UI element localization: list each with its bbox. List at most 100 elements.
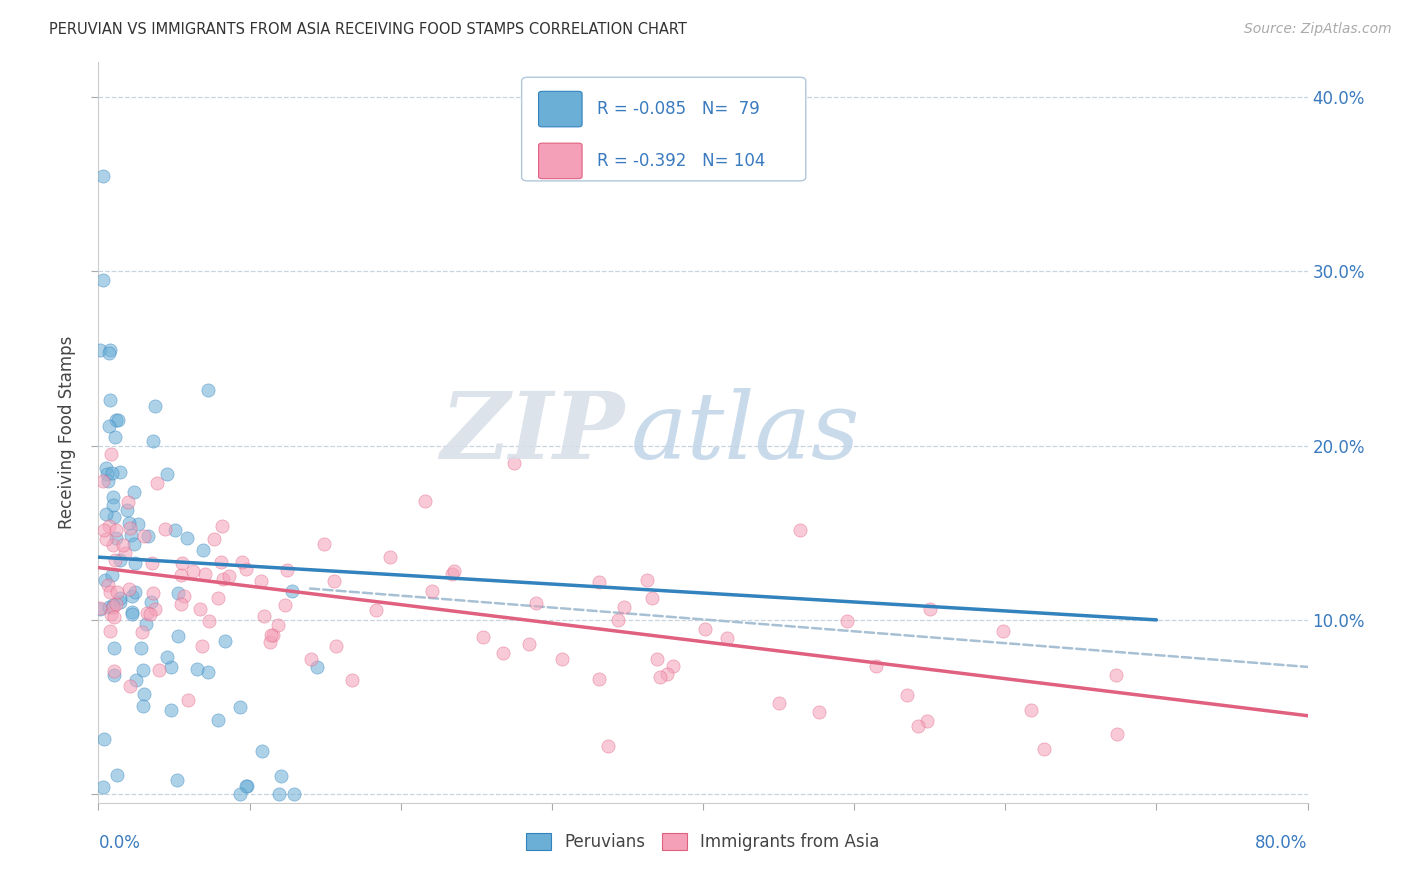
Text: R = -0.085   N=  79: R = -0.085 N= 79 <box>596 100 759 118</box>
Point <box>117 495 139 509</box>
Text: PERUVIAN VS IMMIGRANTS FROM ASIA RECEIVING FOOD STAMPS CORRELATION CHART: PERUVIAN VS IMMIGRANTS FROM ASIA RECEIVI… <box>49 22 688 37</box>
Point <box>249 574 271 588</box>
Point <box>118 521 141 535</box>
Point <box>413 494 436 508</box>
Point <box>214 634 236 648</box>
Point <box>270 769 292 783</box>
Point <box>142 434 165 448</box>
Point <box>366 603 388 617</box>
Point <box>100 447 122 461</box>
Point <box>120 679 142 693</box>
Point <box>100 607 122 621</box>
Point <box>166 773 188 788</box>
Point <box>160 703 183 717</box>
Point <box>108 553 131 567</box>
Point <box>101 490 124 504</box>
Point <box>153 522 176 536</box>
Y-axis label: Receiving Food Stamps: Receiving Food Stamps <box>58 336 76 529</box>
Point <box>132 663 155 677</box>
Point <box>89 601 111 615</box>
Point <box>789 523 811 537</box>
Point <box>96 467 118 481</box>
Legend: Peruvians, Immigrants from Asia: Peruvians, Immigrants from Asia <box>519 826 887 857</box>
Text: 80.0%: 80.0% <box>1256 834 1308 852</box>
Point <box>835 615 858 629</box>
Point <box>588 673 610 687</box>
Point <box>112 537 135 551</box>
Point <box>110 591 132 605</box>
Point <box>101 600 124 615</box>
Point <box>91 273 114 287</box>
Point <box>235 562 257 576</box>
Point <box>1032 742 1054 756</box>
Point <box>122 485 145 500</box>
Point <box>588 574 610 589</box>
Point <box>283 787 305 801</box>
Point <box>907 719 929 733</box>
Point <box>641 591 664 605</box>
Point <box>181 565 204 579</box>
Point <box>103 498 125 512</box>
Point <box>98 343 121 357</box>
Point <box>132 699 155 714</box>
Point <box>607 613 630 627</box>
Point <box>207 713 229 727</box>
Point <box>118 582 141 597</box>
Point <box>91 169 114 183</box>
Point <box>104 430 127 444</box>
Point <box>1107 727 1129 741</box>
Point <box>121 590 143 604</box>
Point <box>103 640 125 655</box>
Point <box>662 658 685 673</box>
Point <box>262 627 284 641</box>
Point <box>120 527 142 541</box>
Point <box>274 598 297 612</box>
Point <box>197 665 219 680</box>
Point <box>342 673 364 687</box>
Point <box>91 780 114 795</box>
Point <box>100 466 122 480</box>
Point <box>896 688 918 702</box>
Point <box>98 418 121 433</box>
Point <box>693 622 716 636</box>
Point <box>235 780 257 794</box>
FancyBboxPatch shape <box>538 143 582 178</box>
Point <box>260 628 283 642</box>
Point <box>259 635 281 649</box>
Point <box>645 652 668 666</box>
Point <box>472 630 495 644</box>
Point <box>143 602 166 616</box>
Point <box>170 568 193 582</box>
Point <box>97 578 120 592</box>
Text: 0.0%: 0.0% <box>98 834 141 852</box>
Point <box>420 583 443 598</box>
Point <box>141 557 163 571</box>
Point <box>253 608 276 623</box>
Text: R = -0.392   N= 104: R = -0.392 N= 104 <box>596 152 765 169</box>
Point <box>209 555 232 569</box>
Point <box>865 658 887 673</box>
Point <box>148 663 170 677</box>
Point <box>136 606 159 620</box>
Point <box>93 574 115 588</box>
Point <box>98 393 121 408</box>
Point <box>170 597 193 611</box>
Point <box>807 706 830 720</box>
Point <box>121 607 143 621</box>
Point <box>250 743 273 757</box>
Point <box>93 523 115 537</box>
Point <box>917 714 939 728</box>
Point <box>305 660 328 674</box>
Point <box>212 572 235 586</box>
Point <box>105 597 128 611</box>
Point <box>716 631 738 645</box>
Point <box>173 589 195 603</box>
Point <box>93 731 115 746</box>
Point <box>186 662 208 676</box>
Point <box>207 591 229 605</box>
Point <box>322 574 344 588</box>
Point <box>156 650 179 665</box>
Point <box>1019 703 1042 717</box>
Point <box>98 600 121 615</box>
Point <box>613 599 636 614</box>
